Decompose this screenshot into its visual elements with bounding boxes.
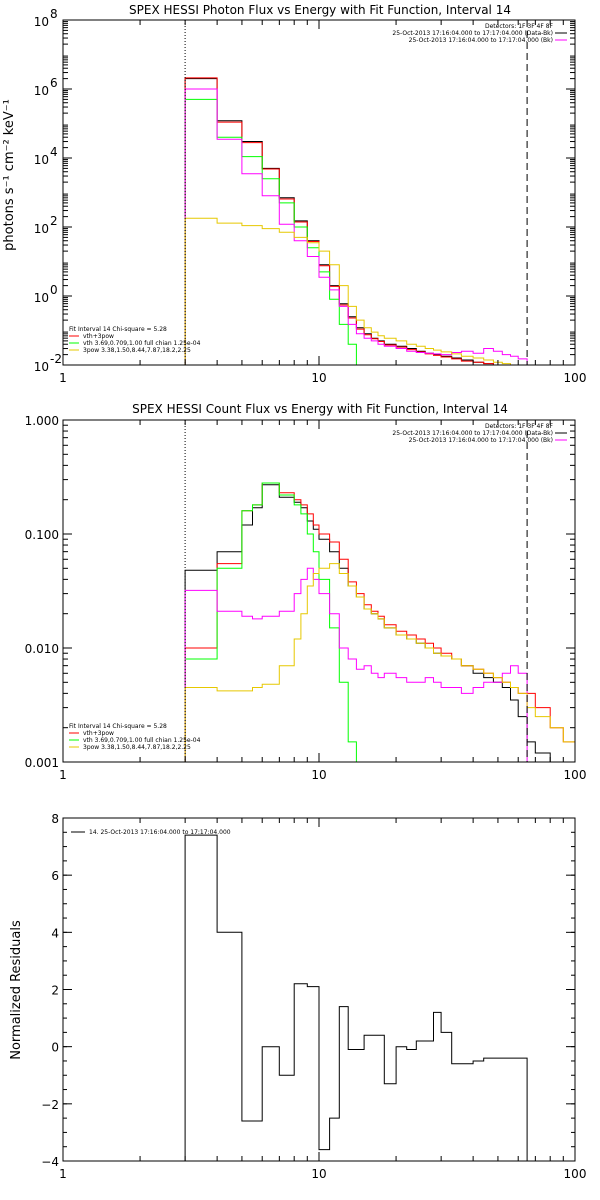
- residuals-xtick-label: 10: [311, 1167, 326, 1181]
- count-flux-xtick-label: 100: [564, 768, 587, 782]
- photon-flux-ytick-label: 10: [34, 84, 49, 98]
- residuals-series: [184, 834, 528, 1161]
- count-flux-series: [184, 482, 576, 763]
- count-flux-legend-top-0: Detectors: 1F 3F 4F 8F: [485, 423, 554, 430]
- count-flux-ytick-label: 0.100: [25, 528, 59, 542]
- count-flux-ytick-label: 1.000: [25, 414, 59, 428]
- photon-flux-vlines: [184, 20, 528, 365]
- count-flux-series-3-line: [184, 567, 575, 763]
- photon-flux-ylabel: photons s⁻¹ cm⁻² keV⁻¹: [2, 99, 17, 251]
- photon-flux-xtick-label: 10: [311, 371, 326, 385]
- photon-flux-legend-bottom-0: Fit Interval 14 Chi-square = 5.28: [69, 326, 167, 333]
- count-flux-xtick-label: 1: [59, 768, 67, 782]
- photon-flux-legend-top-0: Detectors: 1F 3F 4F 8F: [485, 23, 554, 30]
- count-flux-legend-bottom-2: vth 3.69,0.709,1.00 full chian 1.25e-04: [83, 737, 201, 744]
- residuals-ytick-label: −4: [41, 1155, 59, 1169]
- count-flux-legend-bottom: Fit Interval 14 Chi-square = 5.28vth+3po…: [69, 723, 201, 751]
- photon-flux-series-3-line: [184, 88, 528, 365]
- residuals-ticks: 1 10 100 −4 −2 0 2 4 6 8: [41, 812, 586, 1181]
- photon-flux-ytick-label: 10: [34, 291, 49, 305]
- photon-flux-xtick-label: 100: [564, 371, 587, 385]
- photon-flux-ytick-exp: 0: [50, 283, 58, 297]
- residuals-ytick-label: 0: [51, 1041, 59, 1055]
- photon-flux-ytick-label: 10: [34, 153, 49, 167]
- photon-flux-ytick-exp: 6: [50, 76, 58, 90]
- count-flux-ticks: 1 10 100 0.001 0.010 0.100 1.000: [25, 414, 587, 782]
- photon-flux-ytick-exp: 2: [50, 214, 58, 228]
- photon-flux-legend-bottom-1: vth+3pow: [83, 333, 114, 340]
- photon-flux-ytick-label: 10: [34, 360, 49, 374]
- photon-flux-ytick-label: 10: [34, 15, 49, 29]
- residuals-ytick-label: 8: [51, 812, 59, 826]
- residuals-ytick-label: 4: [51, 926, 59, 940]
- residuals-ylabel: Normalized Residuals: [9, 920, 24, 1060]
- photon-flux-panel: SPEX HESSI Photon Flux vs Energy with Fi…: [2, 3, 586, 385]
- count-flux-vlines: [184, 420, 528, 762]
- residuals-legend-text: 14. 25-Oct-2013 17:16:04.000 to 17:17:04…: [89, 829, 231, 836]
- residuals-xtick-label: 1: [59, 1167, 67, 1181]
- residuals-ytick-label: 2: [51, 984, 59, 998]
- count-flux-ytick-label: 0.001: [25, 756, 59, 770]
- residuals-ytick-label: −2: [41, 1098, 59, 1112]
- count-flux-ytick-label: 0.010: [25, 642, 59, 656]
- photon-flux-ytick-exp: 8: [50, 7, 58, 21]
- residuals-series-0-line: [184, 834, 528, 1161]
- photon-flux-legend-top-1: 25-Oct-2013 17:16:04.000 to 17:17:04.000…: [392, 30, 553, 37]
- photon-flux-ytick-label: 10: [34, 222, 49, 236]
- count-flux-legend-top-2: 25-Oct-2013 17:16:04.000 to 17:17:04.000…: [409, 437, 553, 444]
- count-flux-panel: SPEX HESSI Count Flux vs Energy with Fit…: [25, 402, 587, 782]
- count-flux-legend-top-1: 25-Oct-2013 17:16:04.000 to 17:17:04.000…: [392, 430, 553, 437]
- photon-flux-legend-bottom-2: vth 3.69,0.709,1.00 full chian 1.25e-04: [83, 340, 201, 347]
- photon-flux-ytick-exp: -2: [50, 352, 62, 366]
- photon-flux-legend-bottom-3: 3pow 3.38,1.50,8.44,7.87,18.2,2.25: [83, 347, 191, 354]
- residuals-panel: Normalized Residuals 14. 25-Oct-2013 17:…: [9, 812, 586, 1181]
- photon-flux-title: SPEX HESSI Photon Flux vs Energy with Fi…: [129, 3, 511, 17]
- count-flux-title: SPEX HESSI Count Flux vs Energy with Fit…: [132, 402, 508, 416]
- photon-flux-ytick-exp: 4: [50, 145, 58, 159]
- residuals-xtick-label: 100: [564, 1167, 587, 1181]
- count-flux-legend-bottom-3: 3pow 3.38,1.50,8.44,7.87,18.2,2.25: [83, 744, 191, 751]
- photon-flux-xtick-label: 1: [59, 371, 67, 385]
- residuals-legend: 14. 25-Oct-2013 17:16:04.000 to 17:17:04…: [71, 829, 231, 836]
- photon-flux-plot-frame: [62, 19, 576, 366]
- photon-flux-legend-bottom: Fit Interval 14 Chi-square = 5.28vth+3po…: [69, 326, 201, 354]
- count-flux-legend-bottom-0: Fit Interval 14 Chi-square = 5.28: [69, 723, 167, 730]
- photon-flux-series: [184, 77, 528, 366]
- count-flux-series-0-line: [184, 484, 575, 763]
- count-flux-xtick-label: 10: [311, 768, 326, 782]
- residuals-ytick-label: 6: [51, 869, 59, 883]
- photon-flux-legend-top-2: 25-Oct-2013 17:16:04.000 to 17:17:04.000…: [409, 37, 553, 44]
- count-flux-series-4-line: [184, 563, 576, 762]
- photon-flux-series-4-line: [184, 217, 528, 366]
- count-flux-legend-bottom-1: vth+3pow: [83, 730, 114, 737]
